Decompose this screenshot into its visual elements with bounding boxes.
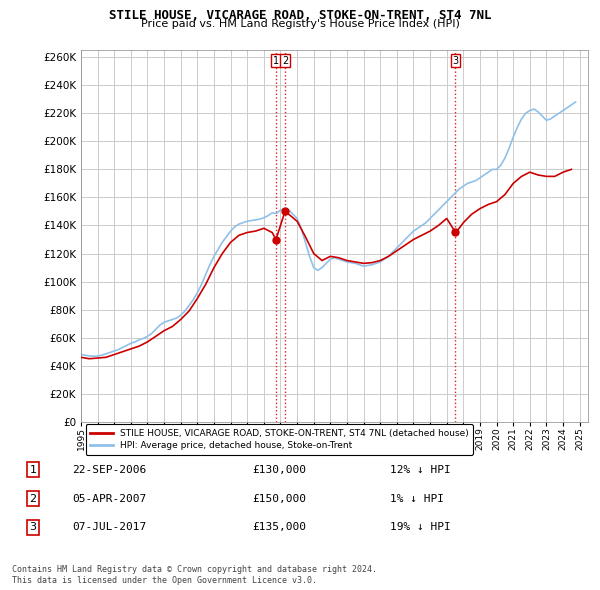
Legend: STILE HOUSE, VICARAGE ROAD, STOKE-ON-TRENT, ST4 7NL (detached house), HPI: Avera: STILE HOUSE, VICARAGE ROAD, STOKE-ON-TRE… — [86, 424, 473, 455]
Text: 1% ↓ HPI: 1% ↓ HPI — [390, 494, 444, 503]
Text: 3: 3 — [29, 523, 37, 532]
Text: £135,000: £135,000 — [252, 523, 306, 532]
Text: 19% ↓ HPI: 19% ↓ HPI — [390, 523, 451, 532]
Text: 05-APR-2007: 05-APR-2007 — [72, 494, 146, 503]
Text: Contains HM Land Registry data © Crown copyright and database right 2024.
This d: Contains HM Land Registry data © Crown c… — [12, 565, 377, 585]
Text: 2: 2 — [29, 494, 37, 503]
Text: 2: 2 — [282, 55, 288, 65]
Text: 1: 1 — [29, 465, 37, 474]
Text: 12% ↓ HPI: 12% ↓ HPI — [390, 465, 451, 474]
Text: STILE HOUSE, VICARAGE ROAD, STOKE-ON-TRENT, ST4 7NL: STILE HOUSE, VICARAGE ROAD, STOKE-ON-TRE… — [109, 9, 491, 22]
Text: 3: 3 — [452, 55, 458, 65]
Text: 22-SEP-2006: 22-SEP-2006 — [72, 465, 146, 474]
Text: 1: 1 — [273, 55, 279, 65]
Text: £130,000: £130,000 — [252, 465, 306, 474]
Text: £150,000: £150,000 — [252, 494, 306, 503]
Text: Price paid vs. HM Land Registry's House Price Index (HPI): Price paid vs. HM Land Registry's House … — [140, 19, 460, 29]
Text: 07-JUL-2017: 07-JUL-2017 — [72, 523, 146, 532]
